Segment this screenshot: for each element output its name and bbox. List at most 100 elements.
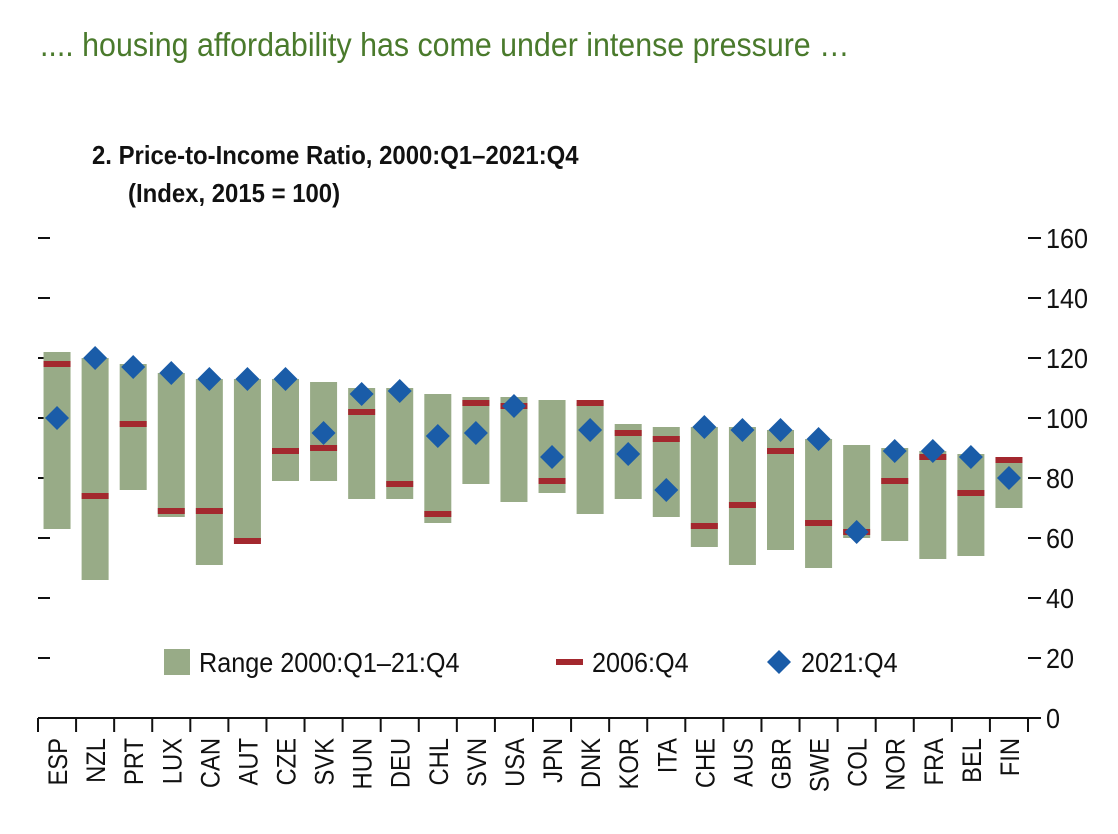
dash-2006q4-DEU xyxy=(386,481,414,487)
headline: .... housing affordability has come unde… xyxy=(40,26,850,63)
category-label-NOR: NOR xyxy=(881,738,911,791)
y-tick-label-160: 160 xyxy=(1046,223,1088,255)
diamond-2021q4-DEU xyxy=(387,379,412,403)
y-tick-label-120: 120 xyxy=(1046,343,1088,375)
category-label-CHE: CHE xyxy=(691,738,721,788)
dash-2006q4-LUX xyxy=(157,508,185,514)
range-bar-AUS xyxy=(728,427,756,565)
category-label-CHL: CHL xyxy=(424,738,454,786)
category-label-ITA: ITA xyxy=(653,738,683,773)
range-bar-LUX xyxy=(157,373,185,517)
dash-2006q4-KOR xyxy=(614,430,642,436)
range-bar-CHL xyxy=(424,394,452,523)
category-label-HUN: HUN xyxy=(348,738,378,789)
dash-2006q4-GBR xyxy=(767,448,794,454)
legend-range-label: Range 2000:Q1–21:Q4 xyxy=(199,647,460,679)
dash-2006q4-ITA xyxy=(652,436,680,442)
diamond-2021q4-PRT xyxy=(121,355,146,379)
category-label-BEL: BEL xyxy=(958,738,988,783)
diamond-2021q4-COL xyxy=(844,520,869,544)
dash-2006q4-CZE xyxy=(272,448,299,454)
dash-2006q4-ESP xyxy=(43,361,71,367)
category-label-CZE: CZE xyxy=(272,738,302,786)
category-label-GBR: GBR xyxy=(767,738,797,789)
diamond-2021q4-SVN xyxy=(463,421,488,445)
dash-2006q4-NOR xyxy=(881,478,909,484)
range-bar-SWE xyxy=(805,439,833,568)
y-tick-label-20: 20 xyxy=(1046,643,1074,675)
range-bar-DEU xyxy=(386,388,414,499)
y-tick-label-60: 60 xyxy=(1046,523,1074,555)
diamond-2021q4-USA xyxy=(501,394,526,418)
category-label-USA: USA xyxy=(501,738,531,787)
y-tick-label-0: 0 xyxy=(1046,703,1060,735)
y-tick-label-140: 140 xyxy=(1046,283,1088,315)
diamond-2021q4-NZL xyxy=(83,346,108,370)
diamond-2021q4-HUN xyxy=(349,382,374,406)
dash-2006q4-NZL xyxy=(81,493,109,499)
category-label-SWE: SWE xyxy=(805,738,835,792)
diamond-2021q4-GBR xyxy=(768,418,793,442)
category-label-COL: COL xyxy=(843,738,873,787)
diamond-2021q4-CHE xyxy=(692,415,717,439)
category-label-NZL: NZL xyxy=(82,738,112,783)
y-tick-label-40: 40 xyxy=(1046,583,1074,615)
diamond-2021q4-KOR xyxy=(616,442,641,466)
range-bar-AUT xyxy=(233,379,261,541)
diamond-2021q4-CAN xyxy=(197,367,222,391)
range-bar-FRA xyxy=(919,451,947,559)
category-label-LUX: LUX xyxy=(158,738,188,784)
diamond-2021q4-CZE xyxy=(273,367,298,391)
legend-dash-swatch xyxy=(556,659,583,665)
diamond-2021q4-ESP xyxy=(45,406,70,430)
dash-2006q4-CHE xyxy=(690,523,718,529)
diamond-2021q4-AUT xyxy=(235,367,260,391)
diamond-2021q4-JPN xyxy=(540,445,565,469)
range-bar-NZL xyxy=(81,358,109,580)
range-bar-HUN xyxy=(348,388,376,499)
dash-2006q4-AUT xyxy=(233,538,261,544)
category-label-PRT: PRT xyxy=(120,738,150,785)
dash-2006q4-BEL xyxy=(957,490,985,496)
diamond-2021q4-FRA xyxy=(920,439,945,463)
dash-2006q4-CHL xyxy=(424,511,452,517)
category-label-CAN: CAN xyxy=(196,738,226,788)
dash-2006q4-SVK xyxy=(310,445,338,451)
category-label-FRA: FRA xyxy=(919,738,949,786)
category-label-SVK: SVK xyxy=(310,738,340,786)
dash-2006q4-SVN xyxy=(462,400,490,406)
legend-2021q4-label: 2021:Q4 xyxy=(801,647,898,679)
dash-2006q4-PRT xyxy=(119,421,147,427)
diamond-2021q4-AUS xyxy=(730,418,755,442)
category-label-KOR: KOR xyxy=(615,738,645,789)
range-bar-CZE xyxy=(272,379,299,481)
diamond-2021q4-BEL xyxy=(958,445,983,469)
y-tick-label-100: 100 xyxy=(1046,403,1088,435)
chart-subtitle: (Index, 2015 = 100) xyxy=(128,178,341,208)
legend-2006q4-label: 2006:Q4 xyxy=(592,647,689,679)
dash-2006q4-CAN xyxy=(195,508,223,514)
category-label-ESP: ESP xyxy=(44,738,74,786)
range-bar-CAN xyxy=(195,379,223,565)
category-label-SVN: SVN xyxy=(463,738,493,787)
range-bar-BEL xyxy=(957,454,985,556)
legend-range-swatch xyxy=(164,649,190,675)
y-tick-label-80: 80 xyxy=(1046,463,1074,495)
diamond-2021q4-NOR xyxy=(882,439,907,463)
diamond-2021q4-SVK xyxy=(311,421,336,445)
dash-2006q4-SWE xyxy=(805,520,833,526)
category-label-JPN: JPN xyxy=(539,738,569,783)
range-bar-ESP xyxy=(43,352,71,529)
category-label-AUS: AUS xyxy=(729,738,759,787)
diamond-2021q4-SWE xyxy=(806,427,831,451)
dash-2006q4-FIN xyxy=(995,457,1023,463)
diamond-2021q4-LUX xyxy=(159,361,184,385)
category-label-DEU: DEU xyxy=(386,738,416,788)
chart-title: 2. Price-to-Income Ratio, 2000:Q1–2021:Q… xyxy=(92,140,579,170)
category-label-AUT: AUT xyxy=(234,738,264,786)
dash-2006q4-HUN xyxy=(348,409,376,415)
diamond-2021q4-DNK xyxy=(578,418,603,442)
category-label-FIN: FIN xyxy=(996,738,1026,776)
category-label-DNK: DNK xyxy=(577,738,607,788)
